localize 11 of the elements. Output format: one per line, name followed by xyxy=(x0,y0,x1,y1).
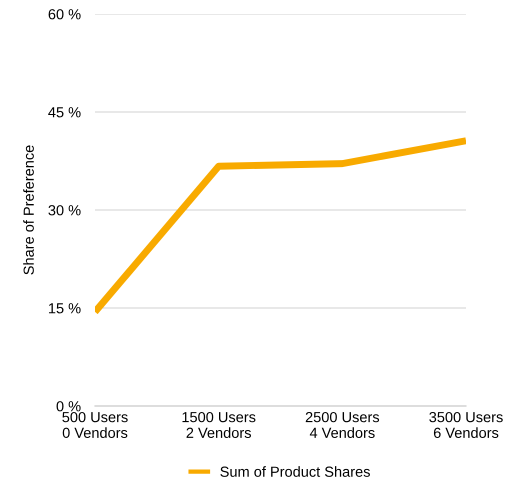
x-tick-label: 2500 Users 4 Vendors xyxy=(306,412,380,438)
x-tick-label: 1500 Users 2 Vendors xyxy=(182,412,256,438)
y-tick-label: 30 % xyxy=(48,205,81,216)
legend-label: Sum of Product Shares xyxy=(220,466,370,477)
x-tick-label: 500 Users 0 Vendors xyxy=(62,412,128,438)
x-tick-label: 3500 Users 6 Vendors xyxy=(429,412,503,438)
y-tick-label: 45 % xyxy=(48,107,81,118)
y-tick-label: 60 % xyxy=(48,9,81,20)
y-axis-title: Share of Preference xyxy=(23,145,34,275)
y-tick-label: 15 % xyxy=(48,303,81,314)
y-tick-label: 0 % xyxy=(56,401,81,412)
